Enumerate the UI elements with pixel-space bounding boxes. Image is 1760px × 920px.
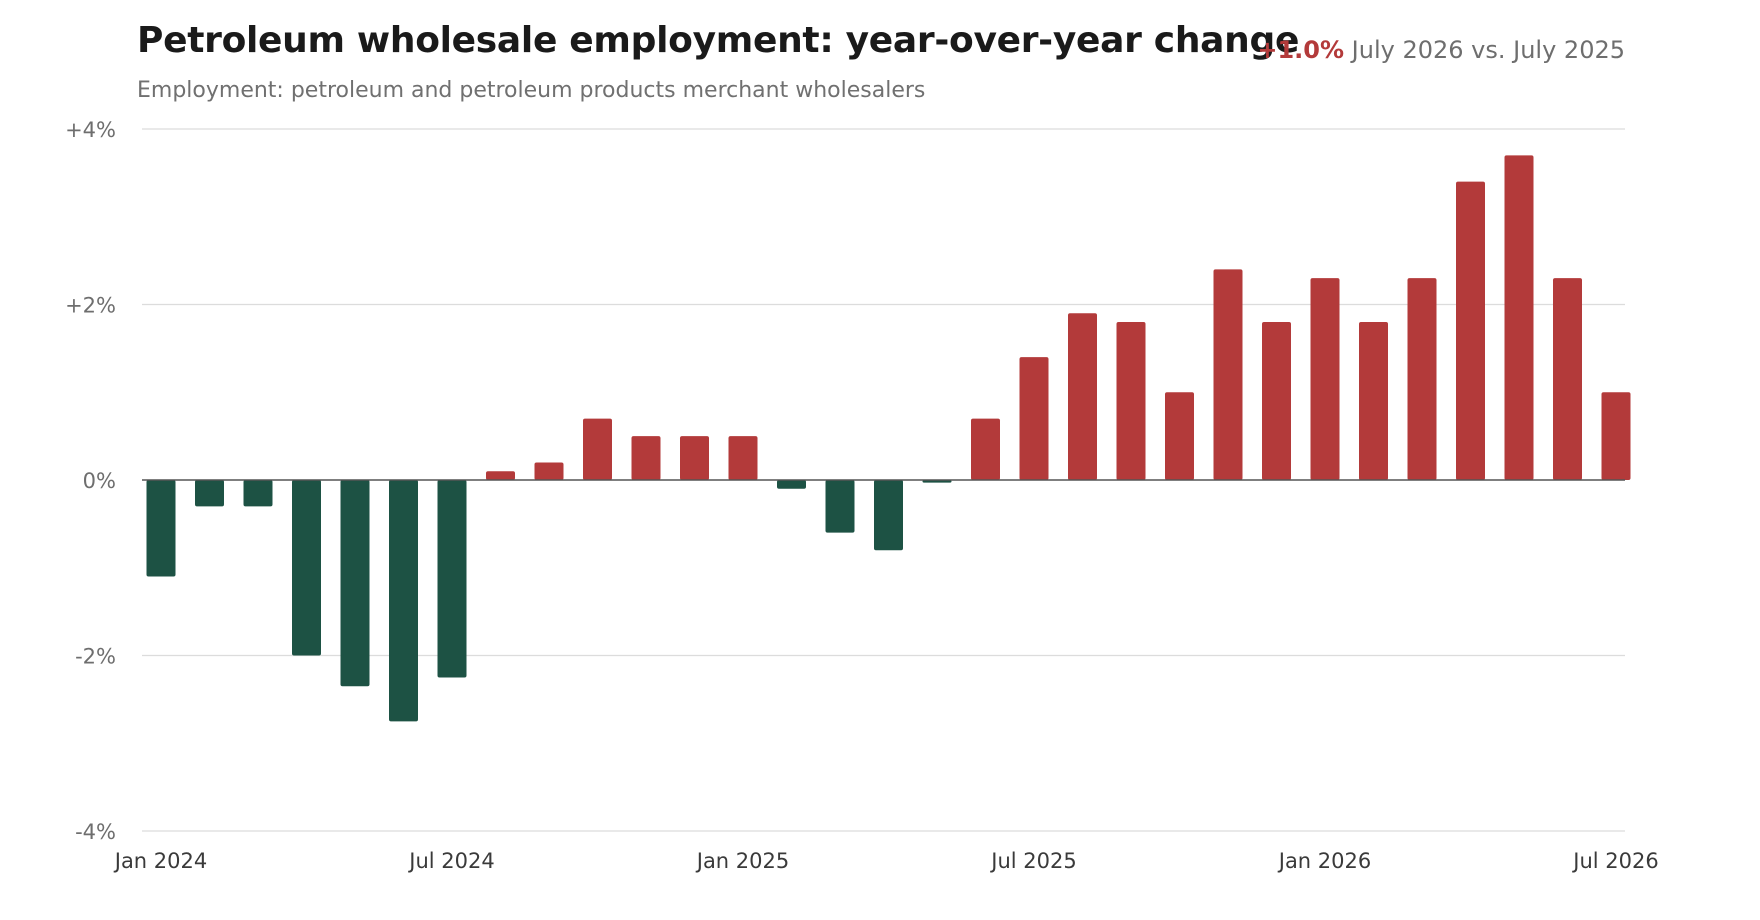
bar: Jan 2024 xyxy=(146,480,176,577)
x-tick-label: Jul 2026 xyxy=(1571,849,1658,873)
bar: Aug 2024 xyxy=(486,471,515,480)
bar: Aug 2025 xyxy=(1068,313,1097,480)
x-tick-label: Jan 2026 xyxy=(1277,849,1372,873)
x-tick-label: Jul 2024 xyxy=(407,849,494,873)
bar: Dec 2024 xyxy=(680,436,709,480)
y-tick-label: -2% xyxy=(75,645,116,669)
chart-subtitle: Employment: petroleum and petroleum prod… xyxy=(137,78,926,103)
bar: May 2026 xyxy=(1504,155,1534,480)
chart-header: Petroleum wholesale employment: year-ove… xyxy=(137,20,1625,110)
y-axis-ticks: +4% +2% 0% -2% -4% xyxy=(65,118,116,844)
bar: Sep 2024 xyxy=(534,462,564,480)
x-tick-label: Jan 2024 xyxy=(113,849,208,873)
bar: Oct 2025 xyxy=(1165,392,1194,480)
bar: Apr 2026 xyxy=(1456,181,1485,480)
bar: Jul 2026 xyxy=(1601,392,1631,480)
gridlines xyxy=(142,128,1625,832)
bar: Oct 2024 xyxy=(583,418,612,480)
bar: Jun 2024 xyxy=(389,480,418,722)
bar: Feb 2025 xyxy=(777,480,806,489)
bar: Jul 2025 xyxy=(1019,357,1049,480)
y-tick-label: +2% xyxy=(65,294,116,318)
headline-value: +1.0% xyxy=(1257,36,1345,64)
y-tick-label: 0% xyxy=(83,469,116,493)
bar: May 2024 xyxy=(340,480,370,687)
bars: Jan 2024 Feb 2024 Mar 2024 Apr 2024 May 2024… xyxy=(146,155,1631,722)
bar: Jan 2026 xyxy=(1310,278,1340,480)
headline-text: July 2026 vs. July 2025 xyxy=(1351,36,1625,64)
bar: Jan 2025 xyxy=(728,436,758,480)
bar: Feb 2024 xyxy=(195,480,224,507)
bar: Mar 2026 xyxy=(1407,278,1437,480)
bar: Dec 2025 xyxy=(1262,322,1291,480)
bar: Jul 2024 xyxy=(437,480,467,678)
bar: Feb 2026 xyxy=(1359,322,1388,480)
x-tick-label: Jul 2025 xyxy=(989,849,1076,873)
bar: Mar 2024 xyxy=(243,480,273,507)
chart-title: Petroleum wholesale employment: year-ove… xyxy=(137,20,1300,61)
y-tick-label: -4% xyxy=(75,820,116,844)
bar: Nov 2025 xyxy=(1213,269,1243,480)
bar: Jun 2026 xyxy=(1553,278,1582,480)
headline-change: +1.0% July 2026 vs. July 2025 xyxy=(1257,36,1625,64)
bar: Sep 2025 xyxy=(1116,322,1146,480)
x-axis-ticks: Jan 2024 Jul 2024 Jan 2025 Jul 2025 Jan 2026… xyxy=(113,849,1659,873)
y-tick-label: +4% xyxy=(65,118,116,142)
bar: Jun 2025 xyxy=(971,418,1000,480)
bar: Mar 2025 xyxy=(825,480,855,533)
bar: Nov 2024 xyxy=(631,436,661,480)
bar: Apr 2024 xyxy=(292,480,321,656)
bar: Apr 2025 xyxy=(874,480,903,551)
x-tick-label: Jan 2025 xyxy=(695,849,790,873)
